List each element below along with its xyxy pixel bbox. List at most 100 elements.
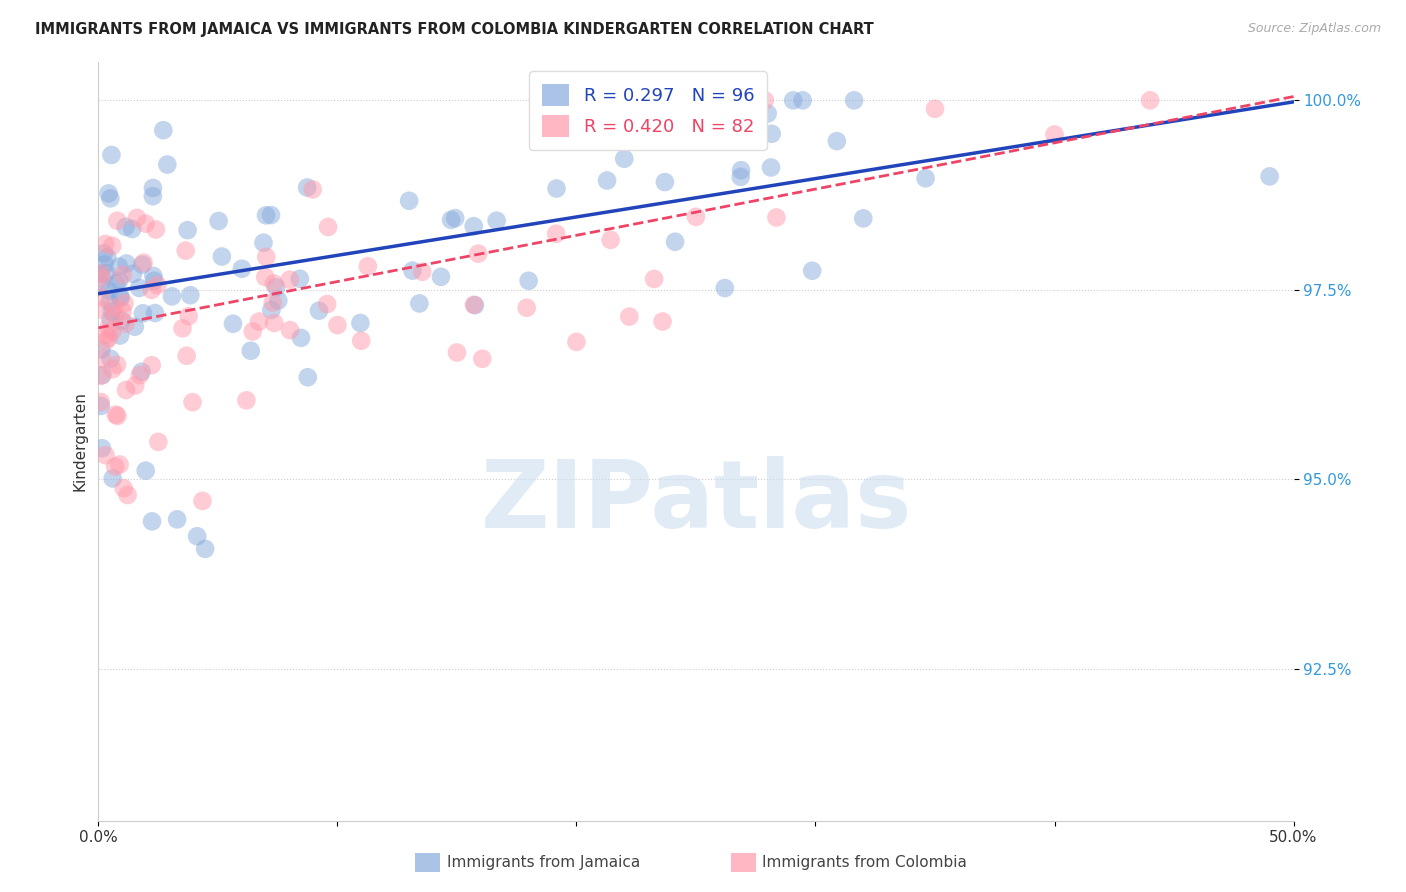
- Point: [792, 93, 814, 107]
- Point: [124, 319, 146, 334]
- Point: [91, 302, 114, 317]
- Point: [326, 318, 349, 332]
- Point: [96, 266, 118, 280]
- Point: [852, 211, 875, 226]
- Point: [108, 328, 131, 343]
- Point: [90, 368, 112, 383]
- Point: [247, 314, 270, 328]
- Point: [730, 163, 752, 178]
- Point: [254, 208, 277, 222]
- Point: [100, 304, 122, 318]
- Point: [94, 448, 117, 462]
- Point: [132, 255, 155, 269]
- Point: [135, 217, 157, 231]
- Point: [156, 157, 179, 171]
- Point: [517, 274, 540, 288]
- Point: [101, 471, 124, 485]
- Point: [825, 134, 848, 148]
- Text: Immigrants from Jamaica: Immigrants from Jamaica: [447, 855, 640, 870]
- Point: [100, 191, 122, 205]
- Point: [104, 459, 127, 474]
- Point: [267, 293, 290, 308]
- Point: [131, 258, 153, 272]
- Text: ZIPatlas: ZIPatlas: [481, 456, 911, 549]
- Point: [166, 512, 188, 526]
- Point: [172, 321, 194, 335]
- Point: [90, 271, 112, 285]
- Point: [111, 313, 134, 327]
- Point: [177, 309, 200, 323]
- Point: [142, 181, 165, 195]
- Point: [288, 271, 311, 285]
- Point: [730, 169, 752, 184]
- Y-axis label: Kindergarten: Kindergarten: [72, 392, 87, 491]
- Point: [194, 541, 217, 556]
- Point: [121, 222, 143, 236]
- Point: [290, 331, 312, 345]
- Point: [105, 277, 128, 291]
- Point: [254, 250, 277, 264]
- Text: Source: ZipAtlas.com: Source: ZipAtlas.com: [1247, 22, 1381, 36]
- Point: [440, 212, 463, 227]
- Point: [104, 408, 127, 422]
- Point: [143, 306, 166, 320]
- Point: [174, 244, 197, 258]
- Point: [91, 351, 114, 366]
- Point: [262, 295, 284, 310]
- Point: [90, 343, 112, 357]
- Point: [222, 317, 245, 331]
- Point: [297, 370, 319, 384]
- Point: [1258, 169, 1281, 184]
- Point: [96, 327, 118, 342]
- Point: [924, 102, 946, 116]
- Point: [411, 265, 433, 279]
- Point: [654, 175, 676, 189]
- Point: [181, 395, 204, 409]
- Point: [104, 308, 127, 322]
- Point: [108, 260, 131, 274]
- Point: [91, 368, 114, 383]
- Point: [713, 281, 735, 295]
- Point: [114, 317, 136, 331]
- Text: Immigrants from Colombia: Immigrants from Colombia: [762, 855, 967, 870]
- Point: [107, 409, 129, 423]
- Point: [135, 464, 157, 478]
- Point: [100, 312, 122, 326]
- Point: [516, 301, 538, 315]
- Point: [131, 365, 153, 379]
- Point: [148, 434, 170, 449]
- Point: [90, 277, 112, 291]
- Point: [186, 529, 208, 543]
- Point: [467, 246, 489, 260]
- Point: [801, 264, 824, 278]
- Point: [105, 214, 128, 228]
- Point: [252, 235, 274, 250]
- Point: [124, 378, 146, 392]
- Point: [90, 290, 112, 304]
- Point: [100, 148, 122, 162]
- Point: [179, 288, 201, 302]
- Point: [295, 180, 318, 194]
- Point: [146, 278, 169, 293]
- Point: [191, 494, 214, 508]
- Point: [176, 223, 198, 237]
- Point: [278, 323, 301, 337]
- Point: [90, 395, 112, 409]
- Point: [96, 251, 118, 265]
- Point: [152, 123, 174, 137]
- Point: [142, 268, 165, 283]
- Point: [128, 281, 150, 295]
- Point: [93, 257, 115, 271]
- Point: [97, 331, 120, 345]
- Point: [756, 106, 779, 120]
- Point: [463, 298, 485, 312]
- Point: [101, 362, 124, 376]
- Point: [117, 488, 139, 502]
- Point: [263, 316, 285, 330]
- Point: [125, 211, 148, 225]
- Legend: R = 0.297   N = 96, R = 0.420   N = 82: R = 0.297 N = 96, R = 0.420 N = 82: [530, 71, 766, 150]
- Point: [105, 358, 128, 372]
- Point: [260, 303, 283, 318]
- Point: [141, 358, 163, 372]
- Point: [97, 186, 120, 201]
